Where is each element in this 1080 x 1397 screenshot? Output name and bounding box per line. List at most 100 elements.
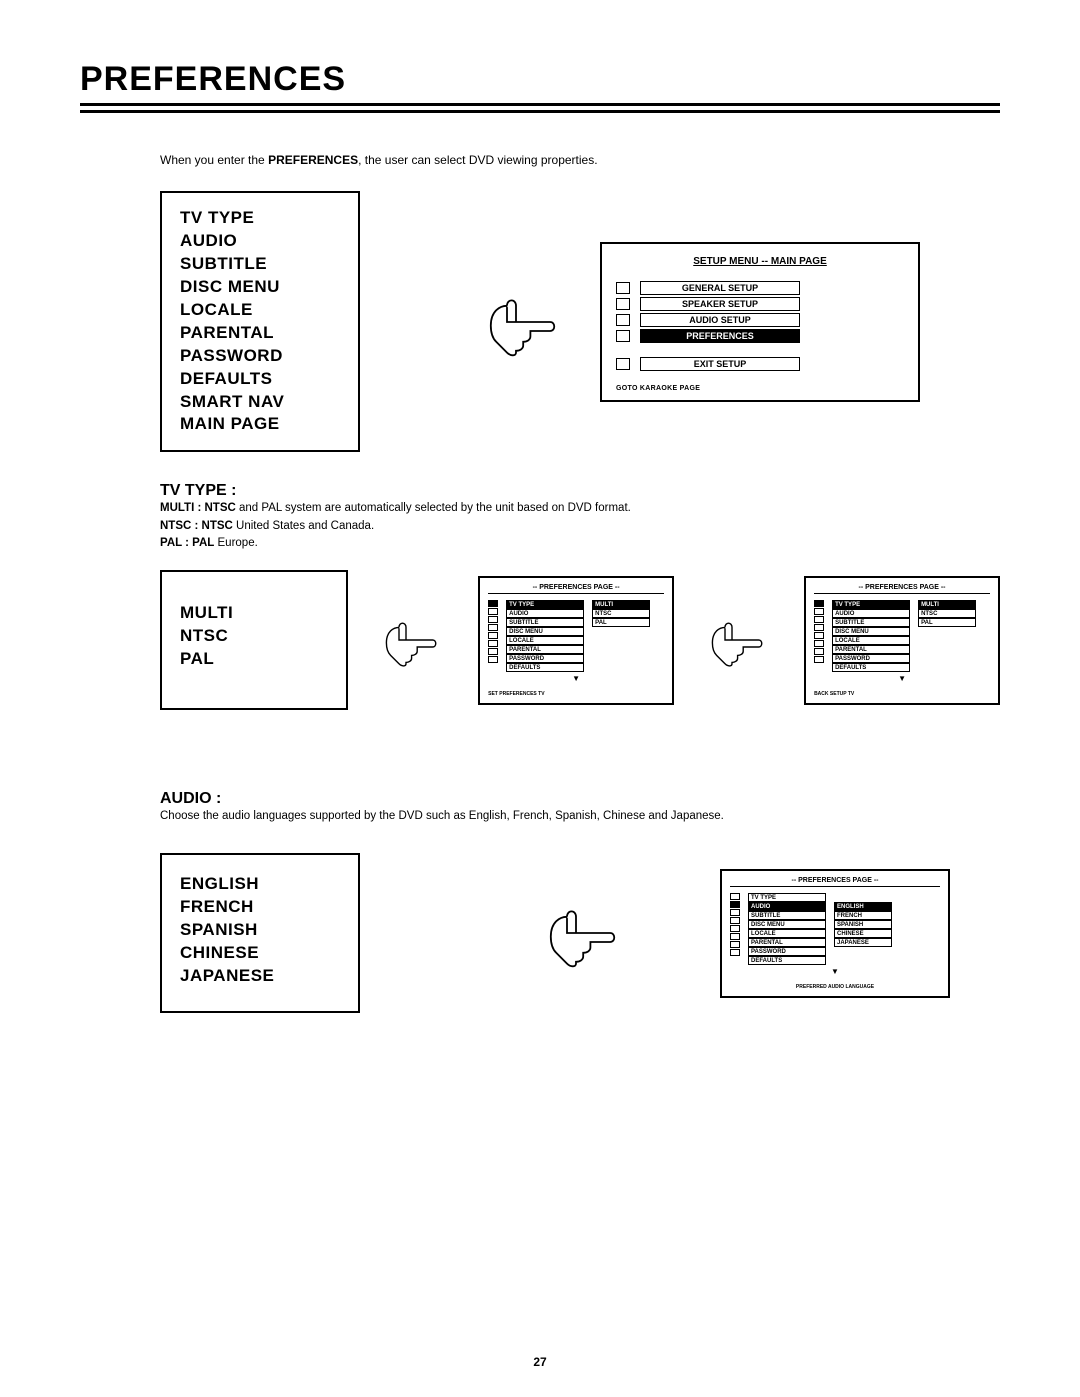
desc-text: Europe. [214,537,257,549]
option-item: FRENCH [180,896,340,919]
mini-item: TV TYPE [506,600,584,609]
pointing-hand-icon [480,282,570,362]
screen-item-exit: EXIT SETUP [640,357,800,371]
screen-item: AUDIO SETUP [640,313,800,327]
row-preferences: TV TYPE AUDIO SUBTITLE DISC MENU LOCALE … [160,191,1000,452]
mini-item: DEFAULTS [506,663,584,672]
mini-footer: BACK SETUP TV [814,691,990,697]
mini-icon [488,632,498,639]
mini-arrow-icon: ▼ [730,967,940,976]
mini-footer: PREFERRED AUDIO LANGUAGE [730,984,940,990]
menu-item: DISC MENU [180,276,340,299]
mini-item: TV TYPE [832,600,910,609]
mini-icon [730,917,740,924]
mini-item: PASSWORD [832,654,910,663]
mini-opt: SPANISH [834,920,892,929]
mini-item: TV TYPE [748,893,826,902]
audio-options-box: ENGLISH FRENCH SPANISH CHINESE JAPANESE [160,853,360,1013]
mini-item: PASSWORD [506,654,584,663]
menu-item: PASSWORD [180,345,340,368]
mini-item: SUBTITLE [748,911,826,920]
mini-icon [814,632,824,639]
mini-opt: CHINESE [834,929,892,938]
intro-prefix: When you enter the [160,153,268,167]
intro-text: When you enter the PREFERENCES, the user… [160,153,1000,167]
mini-icon [730,949,740,956]
screen-row-icon [616,358,630,370]
menu-item: AUDIO [180,230,340,253]
menu-item: SMART NAV [180,391,340,414]
mini-item: DEFAULTS [748,956,826,965]
mini-item: DISC MENU [832,627,910,636]
option-item: SPANISH [180,919,340,942]
mini-opt: MULTI [592,600,650,609]
mini-icon [488,640,498,647]
option-item: PAL [180,648,328,671]
screen-item: SPEAKER SETUP [640,297,800,311]
mini-item: PASSWORD [748,947,826,956]
screen-item-selected: PREFERENCES [640,329,800,343]
mini-item: AUDIO [832,609,910,618]
mini-arrow-icon: ▼ [814,674,990,683]
mini-opt: ENGLISH [834,902,892,911]
mini-item: PARENTAL [748,938,826,947]
desc-text: United States and Canada. [233,520,374,532]
mini-icon [814,640,824,647]
option-item: CHINESE [180,942,340,965]
mini-icon [730,941,740,948]
mini-opt: PAL [918,618,976,627]
mini-item: DEFAULTS [832,663,910,672]
mini-icon [814,616,824,623]
mini-opt: JAPANESE [834,938,892,947]
desc-bold: NTSC : NTSC [160,520,233,532]
desc-bold: MULTI : NTSC [160,502,236,514]
desc-bold: PAL : PAL [160,537,214,549]
setup-menu-screen: SETUP MENU -- MAIN PAGE GENERAL SETUP SP… [600,242,920,402]
mini-icon [814,608,824,615]
mini-title: -- PREFERENCES PAGE -- [814,584,990,594]
mini-icon [730,909,740,916]
mini-item: AUDIO [748,902,826,911]
pointing-hand-icon [378,610,448,670]
menu-item: DEFAULTS [180,368,340,391]
mini-icon [814,648,824,655]
mini-icon [488,600,498,607]
mini-item: SUBTITLE [506,618,584,627]
mini-opt: MULTI [918,600,976,609]
row-audio: ENGLISH FRENCH SPANISH CHINESE JAPANESE … [160,853,1000,1013]
mini-icon [814,656,824,663]
mini-item: LOCALE [832,636,910,645]
option-item: NTSC [180,625,328,648]
pointing-hand-icon [704,610,774,670]
page-number: 27 [0,1355,1080,1369]
screen-row-icon [616,330,630,342]
mini-footer: SET PREFERENCES TV [488,691,664,697]
mini-icon [488,616,498,623]
mini-icon [488,648,498,655]
tvtype-label: TV TYPE : [160,482,1000,500]
mini-item: SUBTITLE [832,618,910,627]
audio-mini-screen: -- PREFERENCES PAGE -- TV TYPE AUDIO SUB… [720,869,950,998]
mini-title: -- PREFERENCES PAGE -- [488,584,664,594]
mini-item: PARENTAL [506,645,584,654]
mini-opt: NTSC [918,609,976,618]
screen-title: SETUP MENU -- MAIN PAGE [616,256,904,267]
menu-item: SUBTITLE [180,253,340,276]
mini-opt: FRENCH [834,911,892,920]
mini-item: AUDIO [506,609,584,618]
mini-icon [488,624,498,631]
intro-suffix: , the user can select DVD viewing proper… [358,153,597,167]
mini-icon [730,925,740,932]
intro-bold: PREFERENCES [268,153,358,167]
option-item: JAPANESE [180,965,340,988]
screen-footer: GOTO KARAOKE PAGE [616,385,904,392]
pointing-hand-icon [540,893,630,973]
mini-opt: NTSC [592,609,650,618]
menu-item: PARENTAL [180,322,340,345]
mini-icon [488,608,498,615]
pref-mini-screen-a: -- PREFERENCES PAGE -- TV TYPE AUDIO SUB… [478,576,674,705]
option-item: MULTI [180,602,328,625]
title-rule [80,103,1000,113]
mini-icon [814,624,824,631]
mini-title: -- PREFERENCES PAGE -- [730,877,940,887]
